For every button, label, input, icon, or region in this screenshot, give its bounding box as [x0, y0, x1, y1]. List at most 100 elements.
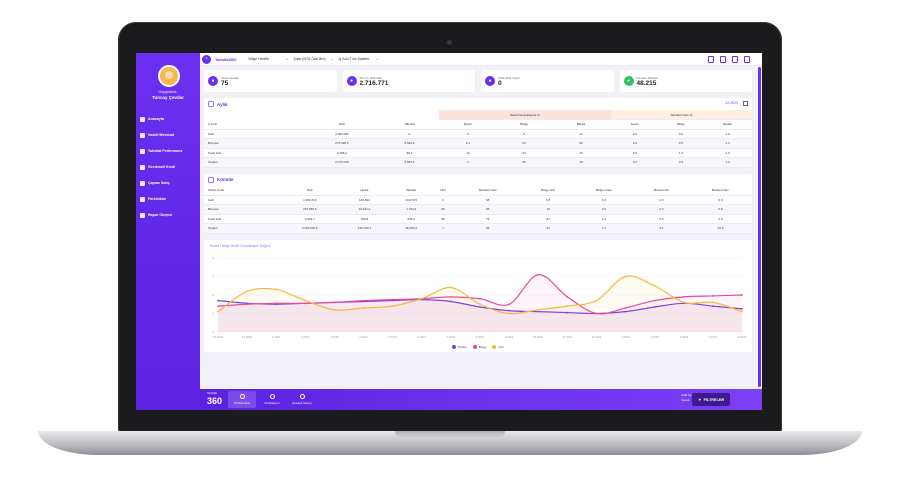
table-cell: 0.9: [611, 148, 659, 158]
data-point: [653, 284, 656, 287]
table-cell: 64: [497, 148, 552, 158]
table-cell: 93: [522, 223, 575, 234]
table-cell: 63: [497, 138, 552, 149]
data-point: [217, 299, 219, 301]
back-arrow-icon[interactable]: ‹: [202, 54, 211, 64]
data-point: [566, 295, 569, 298]
greeting: Hoşgeldiniz,: [158, 90, 178, 94]
data-point: [624, 310, 627, 313]
bottom-nav-1[interactable]: Simülasyon: [258, 391, 286, 408]
y-tick-label: 4: [212, 256, 214, 260]
sidebar-item-label: Vadeli Mevduat: [148, 133, 174, 137]
select-0[interactable]: Bölge Hedefe ⌄: [249, 57, 289, 61]
sidebar-item-5[interactable]: Farklılıklar: [136, 191, 200, 207]
table-cell: Toplam: [204, 223, 281, 234]
report-icon: [140, 212, 145, 218]
kpi-label: Kritik Risk Tutarı: [498, 75, 520, 80]
app-logo: Tahsilat 360: [207, 391, 223, 406]
data-point: [275, 288, 278, 290]
bottom-nav-label: Performans: [234, 401, 250, 405]
table-cell: 655,6: [389, 214, 434, 224]
sidebar-item-0[interactable]: Anasayfa: [136, 111, 200, 127]
topbar: ‹ Tahsilat360 Bölge Hedefe ⌄ Şube (NTS Öze…: [200, 53, 762, 66]
calendar-icon[interactable]: [743, 101, 748, 106]
sidebar-item-1[interactable]: Vadeli Mevduat: [136, 127, 200, 143]
legend-item[interactable]: Bölge: [472, 344, 486, 349]
avatar[interactable]: [158, 65, 180, 87]
line-chart-panel: 0 1 2 3 4 11.2020 12.2020 1.2021 2.2021 3.2021 4.2…: [204, 239, 752, 352]
filters-button[interactable]: ▼ FİLTRELER: [692, 393, 730, 406]
table-cell: 1.0: [703, 129, 752, 139]
data-point: [741, 307, 743, 310]
x-tick-label: 5.2021: [388, 335, 397, 339]
performance-icon: [140, 148, 145, 154]
table-cell: Toplam: [204, 157, 304, 168]
sidebar-item-3[interactable]: Gecikmeli Kredi: [136, 159, 200, 175]
bottom-nav: Performans Simülasyon Hesaplı Gazey: [228, 391, 316, 408]
sidebar-item-6[interactable]: Rapor Oluştur: [136, 207, 200, 223]
legend-item[interactable]: H/G: [492, 344, 504, 349]
kpi-card: ● Kümüle Tahsilat 48.215: [619, 70, 752, 92]
table-cell: 1.764,3: [389, 204, 434, 215]
print-icon[interactable]: [732, 56, 738, 63]
target-icon: ●: [208, 76, 218, 86]
filter-icon: ▼: [697, 397, 702, 402]
column-header: Bölge Oranı: [574, 185, 634, 196]
x-tick-label: 12.2020: [242, 335, 253, 339]
table-cell: Kobi: [204, 195, 281, 205]
column-header: Banka: [703, 119, 752, 130]
share-icon[interactable]: [744, 56, 750, 63]
scrollbar[interactable]: [758, 67, 761, 387]
sidebar: Hoşgeldiniz, Tuncay Çevdar Anasayfa Vadel…: [136, 53, 200, 410]
x-tick-label: 11.2021: [562, 335, 572, 339]
table-cell: 86: [433, 214, 454, 224]
table-cell: 2.370.019: [303, 157, 381, 168]
table-cell: Kredi Kart: [204, 148, 304, 158]
data-point: [624, 275, 627, 277]
kpi-label: Ortam Hedefi: [221, 75, 239, 80]
column-header: Tahsilat: [380, 119, 439, 130]
table-cell: 6.663,6: [380, 157, 439, 168]
sidebar-item-2[interactable]: Tahsilat Performans: [136, 143, 200, 159]
data-point: [217, 310, 219, 313]
kpi-card: ● Ortam Hedefi 75: [204, 70, 337, 92]
legend-marker: [472, 344, 477, 349]
document-icon[interactable]: [720, 56, 726, 63]
simulation-icon: [269, 394, 275, 399]
chevron-down-icon: ⌄: [375, 57, 379, 61]
table-cell: 0: [438, 129, 498, 139]
column-header: Şeçim: [611, 119, 659, 130]
bottom-nav-0[interactable]: Performans: [228, 391, 256, 408]
kumule-title: Kümüle: [217, 177, 234, 182]
table-cell: 10: [438, 148, 498, 158]
data-point: [508, 312, 511, 314]
data-point: [566, 304, 569, 307]
table-cell: 90: [551, 138, 611, 149]
table-cell: 20: [497, 157, 552, 168]
select-1[interactable]: Şube (NTS Özel Brn) ⌄: [294, 57, 334, 61]
sidebar-nav: Anasayfa Vadeli Mevduat Tahsilat Performan…: [136, 111, 200, 223]
table-cell: 0.0: [611, 129, 659, 139]
data-point: [711, 294, 714, 297]
kpi-value: 48.215: [636, 79, 657, 87]
sidebar-item-label: Çapraz Satış: [148, 181, 170, 185]
data-point: [449, 286, 452, 288]
column-header: Banka H/G: [634, 185, 689, 196]
table-cell: 9: [497, 129, 552, 139]
select-2[interactable]: İş Kolu Tüm Şubeler ⌄: [339, 57, 379, 61]
data-point: [508, 302, 511, 305]
x-tick-label: 4.2021: [359, 335, 368, 339]
sidebar-item-4[interactable]: Çapraz Satış: [136, 175, 200, 191]
table-cell: 7: [433, 223, 454, 234]
data-point: [246, 289, 249, 292]
legend-item[interactable]: Banka: [452, 344, 467, 349]
export-icon[interactable]: [708, 56, 714, 63]
bottom-nav-2[interactable]: Hesaplı Gazey: [288, 391, 316, 408]
period-select[interactable]: 12-2020: [725, 101, 738, 105]
chevron-down-icon: ⌄: [285, 57, 289, 61]
data-point: [682, 301, 685, 303]
legend-marker: [492, 344, 497, 349]
column-header: Hedef: [339, 185, 390, 196]
table-row: Toplam 2.253.993,6 145.493,1 48.254,2 7 69 93 1…: [204, 223, 752, 234]
